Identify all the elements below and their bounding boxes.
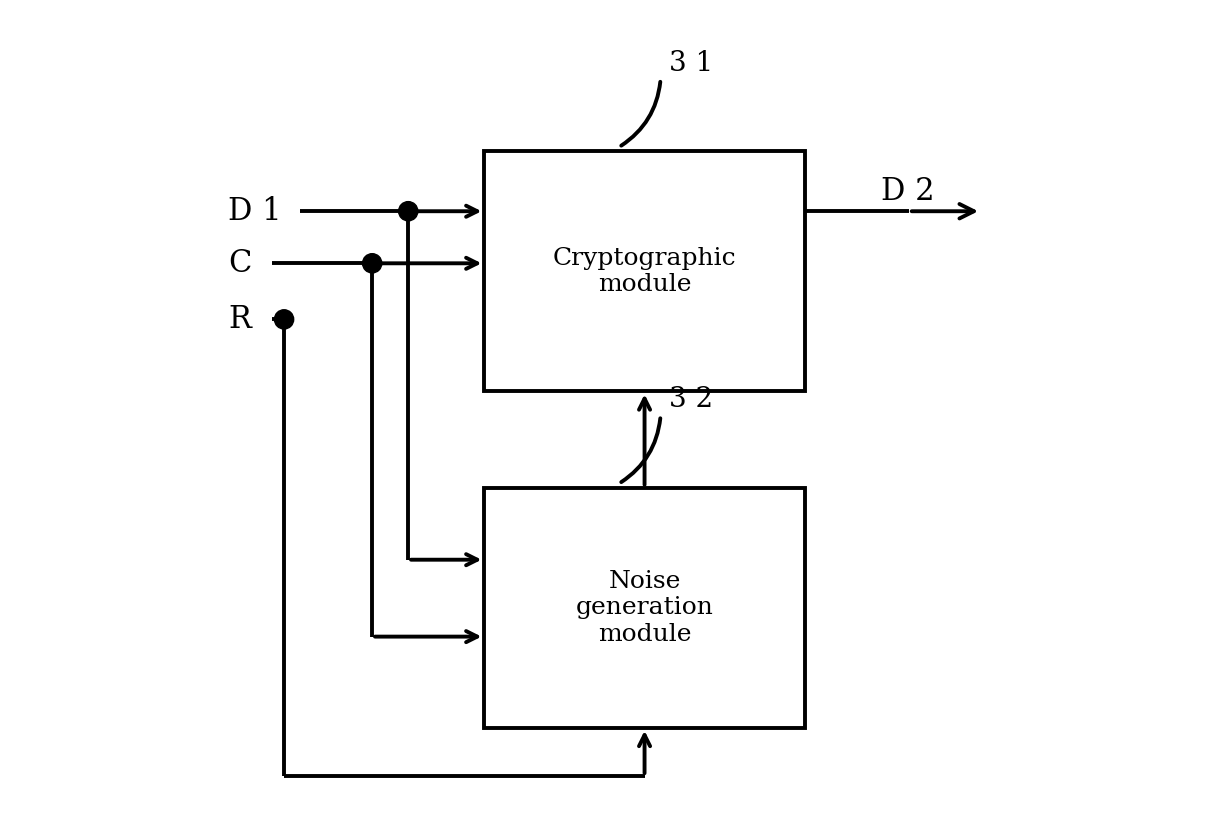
Text: 3 2: 3 2	[669, 386, 713, 413]
Text: 3 1: 3 1	[669, 50, 713, 77]
Text: Cryptographic
module: Cryptographic module	[553, 246, 736, 296]
Circle shape	[399, 201, 418, 221]
Bar	[485, 487, 805, 728]
Text: C: C	[229, 248, 251, 279]
Text: D 1: D 1	[229, 196, 282, 227]
Text: Noise
generation
module: Noise generation module	[575, 570, 713, 645]
Bar	[485, 151, 805, 391]
Circle shape	[363, 253, 382, 273]
Text: D 2: D 2	[881, 176, 935, 207]
Circle shape	[274, 310, 294, 329]
Text: R: R	[229, 304, 250, 335]
